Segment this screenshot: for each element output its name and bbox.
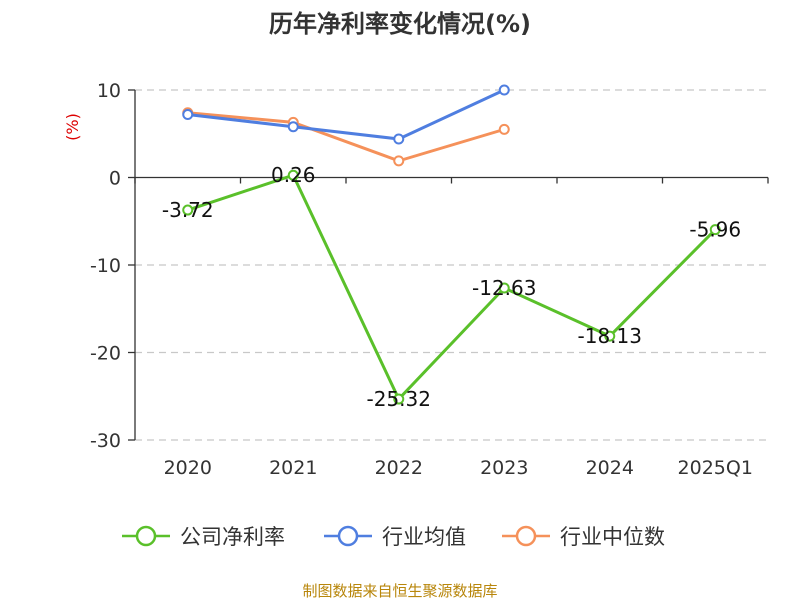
data-label: -3.72 (162, 198, 214, 222)
axes: 10 0 -10 -20 -30 2020 2021 2022 2023 2024 2025Q1 (90, 80, 769, 479)
legend-label: 公司净利率 (180, 525, 285, 549)
series-line (187, 173, 717, 401)
data-label: -5.96 (689, 218, 741, 242)
legend: 公司净利率 行业均值 行业中位数 (122, 525, 665, 549)
legend-marker (135, 525, 157, 547)
data-point (287, 121, 299, 133)
data-label: 0.26 (271, 163, 316, 187)
y-tick-label: -30 (90, 430, 121, 452)
y-tick-label: -10 (90, 255, 121, 277)
legend-label: 行业均值 (382, 525, 466, 549)
y-axis-unit: (%) (63, 113, 82, 141)
series-line (187, 111, 505, 163)
series-lines (182, 84, 721, 405)
data-point (498, 123, 510, 135)
x-tick-label: 2020 (164, 457, 212, 479)
data-point (709, 224, 721, 236)
data-label: -12.63 (472, 276, 536, 300)
data-point (393, 155, 405, 167)
legend-label: 行业中位数 (560, 525, 665, 549)
data-label: -18.13 (578, 324, 642, 348)
data-point (498, 282, 510, 294)
data-point (182, 109, 194, 120)
y-tick-label: -20 (90, 343, 121, 365)
data-labels: -3.72 0.26 -25.32 -12.63 -18.13 -5.96 (162, 163, 741, 411)
grid-lines (135, 89, 768, 441)
series-line (187, 88, 505, 141)
data-point (393, 393, 405, 405)
x-tick-label: 2023 (480, 457, 528, 479)
y-tick-label: 10 (97, 80, 121, 102)
data-point (182, 204, 194, 216)
y-tick-label: 0 (109, 168, 121, 190)
data-point (604, 330, 616, 342)
data-point (287, 169, 299, 181)
chart-title: 历年净利率变化情况(%) (269, 10, 531, 38)
x-tick-label: 2024 (586, 457, 634, 479)
x-tick-label: 2021 (269, 457, 317, 479)
legend-marker (515, 525, 537, 547)
x-tick-label: 2025Q1 (678, 457, 753, 479)
data-point (498, 84, 510, 96)
data-point (393, 133, 405, 145)
data-label: -25.32 (367, 387, 431, 411)
legend-marker (337, 525, 359, 547)
x-tick-label: 2022 (375, 457, 423, 479)
source-note: 制图数据来自恒生聚源数据库 (302, 582, 497, 600)
